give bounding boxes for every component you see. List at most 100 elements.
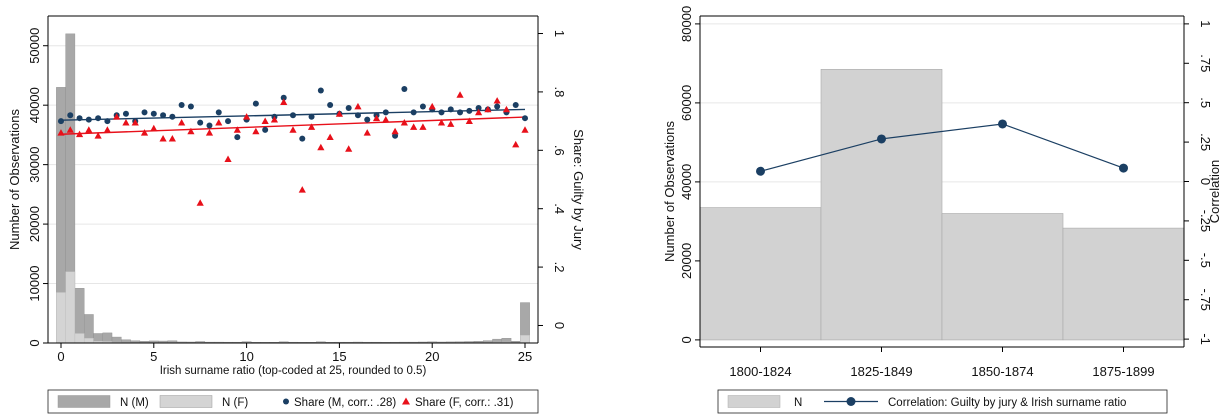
bar-f — [74, 333, 85, 344]
share-f-point — [168, 135, 176, 142]
share-m-point — [234, 134, 241, 141]
x-tick-label: 1825-1849 — [850, 364, 912, 379]
share-f-point — [131, 118, 139, 126]
share-f-point — [354, 102, 362, 110]
bar-f — [56, 292, 66, 344]
x-axis-label: Irish surname ratio (top-coded at 25, ro… — [160, 365, 427, 377]
share-f-point — [456, 91, 464, 98]
share-m-point — [317, 87, 324, 94]
share-f-point — [242, 113, 251, 120]
y-tick-label: 10000 — [27, 265, 42, 301]
share-f-point — [122, 118, 130, 126]
legend-label: Share (M, corr.: .28) — [294, 397, 396, 409]
share-f-point — [345, 145, 353, 152]
share-m-point — [475, 104, 482, 111]
share-m-point — [85, 116, 92, 123]
share-f-point — [261, 117, 269, 124]
share-f-point — [224, 155, 232, 162]
legend-swatch — [159, 395, 213, 408]
share-f-point — [391, 127, 399, 135]
correlation-point — [877, 134, 886, 144]
share-m-point — [206, 122, 213, 129]
share-m-point — [169, 113, 176, 120]
y-tick-label: 40000 — [27, 87, 42, 123]
share-f-point — [215, 118, 223, 126]
share-m-point — [308, 113, 315, 120]
share-m-point — [57, 118, 64, 125]
share-m-point — [187, 103, 194, 110]
share-f-point — [159, 135, 167, 142]
share-f-point — [372, 114, 381, 122]
share-f-point — [298, 186, 306, 193]
x-tick-label: 25 — [518, 349, 532, 364]
y-tick-label: 20000 — [679, 243, 694, 279]
legend: N (M) N (F) Share (M, corr.: .28) Share (F,… — [47, 389, 539, 414]
bar-observations — [1062, 227, 1185, 341]
share-m-point — [512, 102, 519, 109]
y-tick-label: 50000 — [27, 28, 42, 64]
share-f-point — [512, 140, 520, 148]
y-axis-label: Number of Observations — [662, 121, 677, 262]
share-m-point — [280, 94, 287, 101]
share-m-point — [410, 109, 417, 116]
y-tick-label: 0 — [27, 339, 42, 346]
share-f-point — [57, 129, 65, 136]
share-f-point — [289, 126, 297, 133]
y2-tick-label: -.25 — [1198, 210, 1213, 232]
y2-tick-label: .6 — [552, 145, 567, 156]
y-axis-label: Number of Observations — [7, 109, 22, 250]
y2-axis-label: Correlation — [1207, 160, 1222, 224]
x-tick-label: 1875-1899 — [1092, 364, 1154, 379]
share-f-point — [317, 143, 325, 151]
share-f-point — [326, 133, 334, 141]
share-f-point — [140, 129, 149, 136]
share-f-point — [363, 129, 371, 136]
y2-tick-label: .2 — [552, 262, 567, 273]
share-m-point — [401, 85, 408, 92]
share-f-point — [493, 97, 501, 104]
share-m-point — [95, 115, 102, 122]
share-f-point — [205, 129, 214, 136]
share-f-point — [75, 130, 84, 138]
x-tick-label: 5 — [150, 349, 157, 364]
chart-left: 0 5 10 15 20 25 0 10000 20000 30000 40000 50000 0 .2.… — [7, 15, 586, 414]
legend-marker — [846, 397, 856, 406]
correlation-line — [760, 123, 1124, 172]
share-m-point — [364, 116, 371, 123]
x-tick-label: 0 — [57, 349, 64, 364]
share-f-point — [502, 105, 511, 113]
y-tick-label: 30000 — [27, 147, 42, 183]
share-m-point — [466, 107, 473, 114]
y2-tick-label: 1 — [552, 30, 567, 37]
y-tick-label: 20000 — [27, 206, 42, 242]
share-f-point — [85, 126, 93, 133]
share-f-point — [94, 132, 102, 139]
share-f-point — [280, 98, 288, 106]
share-m-point — [522, 115, 529, 122]
share-m-point — [122, 110, 129, 117]
y2-tick-label: 0 — [552, 322, 567, 329]
share-m-point — [197, 119, 204, 126]
bar-f — [520, 335, 530, 344]
share-m-point — [438, 109, 445, 116]
y-tick-label: 0 — [679, 336, 694, 343]
x-tick-label: 15 — [332, 349, 346, 364]
fit-line-f — [60, 116, 526, 135]
share-m-point — [178, 102, 185, 109]
legend-label: N (F) — [222, 397, 248, 409]
bar-observations — [699, 207, 822, 341]
share-m-point — [447, 106, 454, 113]
legend-marker — [402, 397, 410, 405]
share-m-point — [382, 109, 389, 116]
y-tick-label: 80000 — [679, 6, 694, 42]
y-tick-label: 40000 — [679, 164, 694, 200]
y2-tick-label: .75 — [1198, 54, 1213, 72]
y2-axis-label: Share: Guilty by Jury — [571, 129, 586, 250]
y2-tick-label: -.5 — [1198, 253, 1213, 268]
legend-label: N (M) — [120, 397, 149, 409]
y2-tick-label: .8 — [552, 86, 567, 97]
legend-swatch — [727, 395, 781, 408]
legend-label: Correlation: Guilty by jury & Irish surn… — [888, 397, 1126, 409]
share-f-point — [400, 118, 408, 126]
